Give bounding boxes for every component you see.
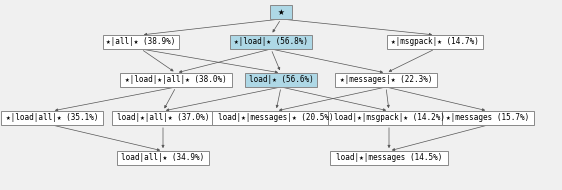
Text: load|★|all|★ (37.0%): load|★|all|★ (37.0%) bbox=[117, 113, 209, 123]
Text: ★: ★ bbox=[278, 7, 284, 17]
FancyBboxPatch shape bbox=[387, 35, 483, 49]
FancyBboxPatch shape bbox=[103, 35, 179, 49]
FancyBboxPatch shape bbox=[270, 5, 292, 19]
Text: ★|load|all|★ (35.1%): ★|load|all|★ (35.1%) bbox=[6, 113, 98, 123]
Text: ★|load|★|all|★ (38.0%): ★|load|★|all|★ (38.0%) bbox=[125, 75, 227, 85]
FancyBboxPatch shape bbox=[112, 111, 214, 125]
Text: load|★ (56.6%): load|★ (56.6%) bbox=[248, 75, 314, 85]
Text: load|★|msgpack|★ (14.2%): load|★|msgpack|★ (14.2%) bbox=[333, 113, 445, 123]
FancyBboxPatch shape bbox=[117, 151, 209, 165]
Text: load|★|messages (14.5%): load|★|messages (14.5%) bbox=[336, 154, 442, 162]
Text: ★|msgpack|★ (14.7%): ★|msgpack|★ (14.7%) bbox=[391, 37, 479, 47]
Text: ★|load|★ (56.8%): ★|load|★ (56.8%) bbox=[234, 37, 308, 47]
Text: load|★|messages|★ (20.5%): load|★|messages|★ (20.5%) bbox=[218, 113, 334, 123]
Text: load|all|★ (34.9%): load|all|★ (34.9%) bbox=[121, 154, 205, 162]
FancyBboxPatch shape bbox=[1, 111, 103, 125]
Text: ★|messages (15.7%): ★|messages (15.7%) bbox=[446, 113, 529, 123]
FancyBboxPatch shape bbox=[245, 73, 317, 87]
FancyBboxPatch shape bbox=[230, 35, 312, 49]
FancyBboxPatch shape bbox=[212, 111, 340, 125]
FancyBboxPatch shape bbox=[330, 151, 448, 165]
FancyBboxPatch shape bbox=[328, 111, 450, 125]
FancyBboxPatch shape bbox=[120, 73, 232, 87]
FancyBboxPatch shape bbox=[442, 111, 534, 125]
FancyBboxPatch shape bbox=[335, 73, 437, 87]
Text: ★|messages|★ (22.3%): ★|messages|★ (22.3%) bbox=[340, 75, 432, 85]
Text: ★|all|★ (38.9%): ★|all|★ (38.9%) bbox=[106, 37, 176, 47]
